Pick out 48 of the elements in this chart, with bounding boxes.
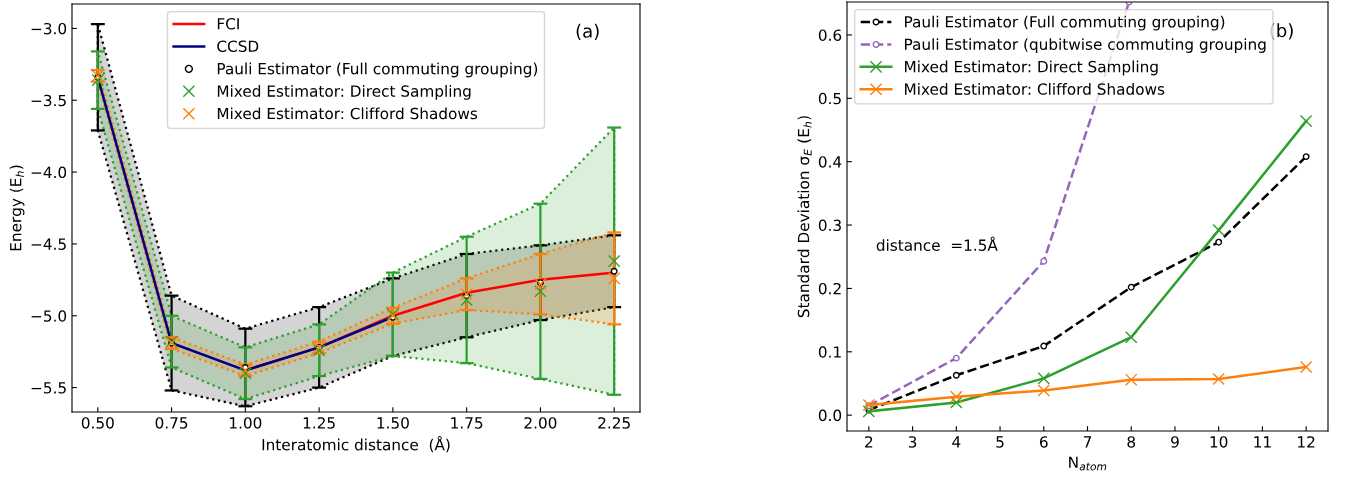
x-tick-label: 2.00 [524, 417, 557, 429]
x-tick-label: 2.25 [598, 417, 630, 429]
legend-label: Mixed Estimator: Clifford Shadows [905, 83, 1165, 95]
x-axis-title: Interatomic distance (Å) [262, 436, 450, 453]
x-tick-label: 0.50 [81, 417, 114, 429]
legend-label: CCSD [217, 40, 259, 52]
y-tick-label: 0.4 [818, 156, 842, 168]
annotation: distance =1.5Å [876, 236, 998, 251]
legend-label: Mixed Estimator: Direct Sampling [217, 85, 471, 100]
y-axis-title: Standard Deviation σ$_{E}$ (E$_{h}$) [797, 116, 812, 318]
x-tick-label: 1.00 [230, 417, 262, 429]
x-axis-title: N$_{atom}$ [1069, 456, 1107, 471]
y-tick-label: 0.1 [818, 346, 841, 358]
y-tick-label: 0.5 [818, 92, 841, 105]
y-tick-label: −3.0 [31, 22, 67, 35]
y-tick-label: −4.0 [31, 166, 67, 179]
x-tick-label: 10 [1210, 436, 1228, 448]
x-tick-label: 1.25 [303, 417, 335, 429]
annotation: (b) [1270, 23, 1293, 40]
legend-label: Pauli Estimator (Full commuting grouping) [217, 62, 538, 78]
x-tick-label: 1.75 [451, 417, 483, 429]
y-tick-label: −3.5 [31, 94, 66, 107]
x-tick-label: 11 [1254, 436, 1271, 448]
x-tick-label: 4 [952, 436, 961, 448]
legend-label: Mixed Estimator: Clifford Shadows [217, 107, 478, 120]
legend-label: Pauli Estimator (Full commuting grouping) [905, 15, 1225, 31]
legend-label: FCI [217, 18, 239, 30]
y-tick-label: 0.6 [818, 29, 842, 41]
x-tick-label: 5 [996, 436, 1004, 448]
annotation: (a) [576, 23, 599, 40]
legend-label: Mixed Estimator: Direct Sampling [905, 60, 1158, 76]
x-tick-label: 3 [908, 436, 917, 448]
x-tick-label: 2 [865, 436, 873, 448]
x-tick-label: 0.75 [155, 417, 188, 429]
y-tick-label: −5.0 [31, 310, 67, 322]
y-tick-label: 0.2 [818, 282, 841, 295]
y-tick-label: −5.5 [31, 382, 66, 394]
legend-label: Pauli Estimator (qubitwise commuting grouping [905, 38, 1266, 53]
y-tick-label: −4.5 [31, 238, 66, 250]
x-tick-label: 6 [1039, 436, 1048, 448]
x-tick-label: 9 [1171, 436, 1179, 448]
x-tick-label: 12 [1298, 436, 1315, 448]
y-axis-title: Energy (E$_{h}$) [9, 165, 25, 251]
x-tick-label: 8 [1127, 436, 1136, 448]
x-tick-label: 7 [1083, 436, 1092, 448]
x-tick-label: 1.50 [377, 417, 409, 429]
y-tick-label: 0.3 [818, 219, 841, 232]
y-tick-label: 0.0 [818, 409, 842, 422]
